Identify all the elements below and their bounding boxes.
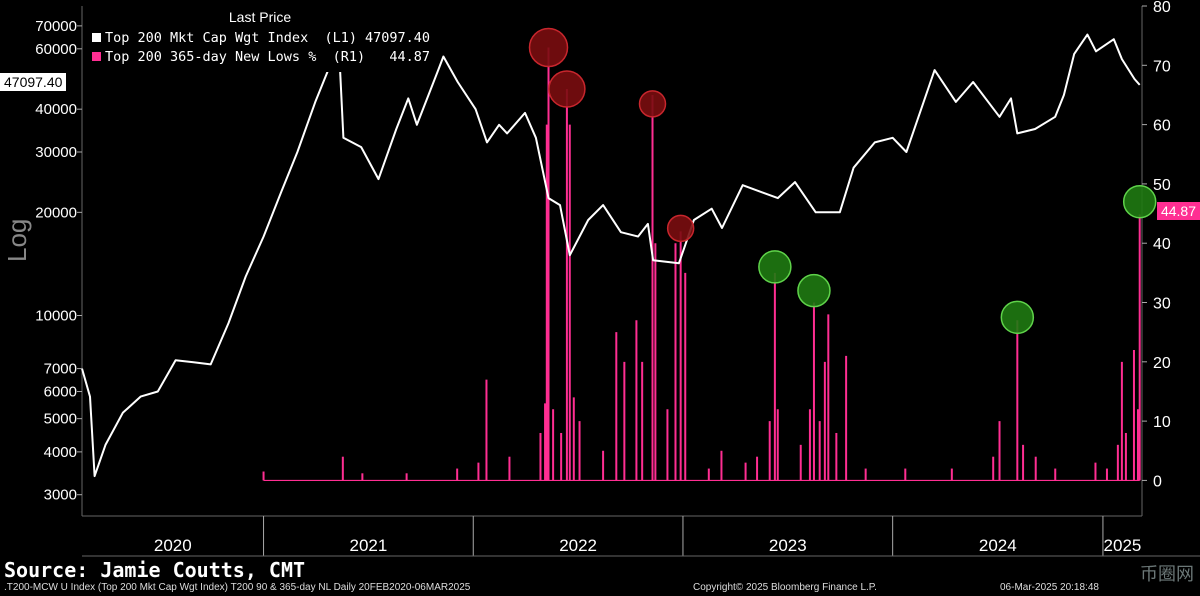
right-tick-label: 80 [1153, 0, 1171, 16]
legend-swatch-newlows [92, 52, 101, 61]
legend-header: Last Price [228, 9, 292, 25]
x-tick-label: 2022 [559, 536, 597, 555]
right-tick-label: 20 [1153, 355, 1171, 372]
legend-row-newlows: Top 200 365-day New Lows % (R1) 44.87 [84, 47, 436, 66]
new-lows-series [262, 47, 1141, 482]
x-tick-label: 2025 [1104, 536, 1142, 555]
legend-row-index: Top 200 Mkt Cap Wgt Index (L1) 47097.40 [84, 28, 436, 47]
green-annotation-circle [758, 250, 792, 284]
x-tick-label: 2023 [769, 536, 807, 555]
right-tick-label: 40 [1153, 236, 1171, 253]
legend-value-newlows: 44.87 [389, 48, 430, 65]
x-tick-label: 2024 [979, 536, 1017, 555]
footer-copyright: Copyright© 2025 Bloomberg Finance L.P. [693, 582, 877, 593]
legend-label-index: Top 200 Mkt Cap Wgt Index (L1) [105, 29, 357, 46]
source-caption: Source: Jamie Coutts, CMT [4, 558, 306, 582]
left-tick-label: 20000 [35, 204, 77, 221]
footer-timestamp: 06-Mar-2025 20:18:48 [1000, 582, 1099, 593]
right-axis-ticks: 0 10 20 30 40 50 60 70 80 [1142, 0, 1171, 490]
footer-left: .T200-MCW U Index (Top 200 Mkt Cap Wgt I… [4, 582, 471, 593]
grid [81, 6, 1143, 517]
right-tick-label: 70 [1153, 58, 1171, 75]
legend-label-newlows: Top 200 365-day New Lows % (R1) [105, 48, 366, 65]
price-series [81, 33, 1141, 478]
left-tick-label: 5000 [44, 411, 77, 428]
left-tick-label: 40000 [35, 101, 77, 118]
left-tick-label: 6000 [44, 384, 77, 401]
left-tick-label: 30000 [35, 144, 77, 161]
right-tick-label: 30 [1153, 296, 1171, 313]
red-annotation-circle [638, 90, 667, 118]
left-tick-label: 70000 [35, 18, 77, 35]
watermark-logo: 币圈网 [1140, 564, 1194, 585]
right-tick-label: 0 [1153, 473, 1162, 490]
left-tick-label: 7000 [44, 361, 77, 378]
x-axis: 2020 2021 2022 2023 2024 2025 [82, 516, 1200, 557]
last-price-tag-left: 47097.40 [0, 73, 67, 91]
legend-value-index: 47097.40 [364, 29, 430, 46]
red-annotation-circle [666, 214, 695, 243]
legend-swatch-index [92, 33, 101, 42]
left-tick-label: 10000 [35, 308, 77, 325]
left-tick-label: 3000 [44, 487, 77, 504]
right-tick-label: 10 [1153, 414, 1171, 431]
legend: Last Price Top 200 Mkt Cap Wgt Index (L1… [84, 6, 436, 72]
green-annotation-circle [1122, 184, 1157, 219]
x-tick-label: 2021 [349, 536, 387, 555]
last-value-tag-right: 44.87 [1156, 202, 1200, 220]
price-line [81, 33, 1141, 478]
left-axis-ticks: 3000 4000 5000 6000 7000 10000 20000 30000 40000… [35, 18, 82, 504]
green-annotation-circle [797, 273, 831, 308]
left-tick-label: 4000 [44, 444, 77, 461]
log-scale-label: Log [2, 218, 32, 262]
red-annotation-circle [548, 70, 586, 108]
annotation-circles [528, 27, 1157, 335]
right-tick-label: 50 [1153, 177, 1171, 194]
red-annotation-circle [528, 27, 569, 68]
right-tick-label: 60 [1153, 118, 1171, 135]
x-tick-label: 2020 [154, 536, 192, 555]
left-tick-label: 60000 [35, 41, 77, 58]
green-annotation-circle [1000, 300, 1035, 335]
